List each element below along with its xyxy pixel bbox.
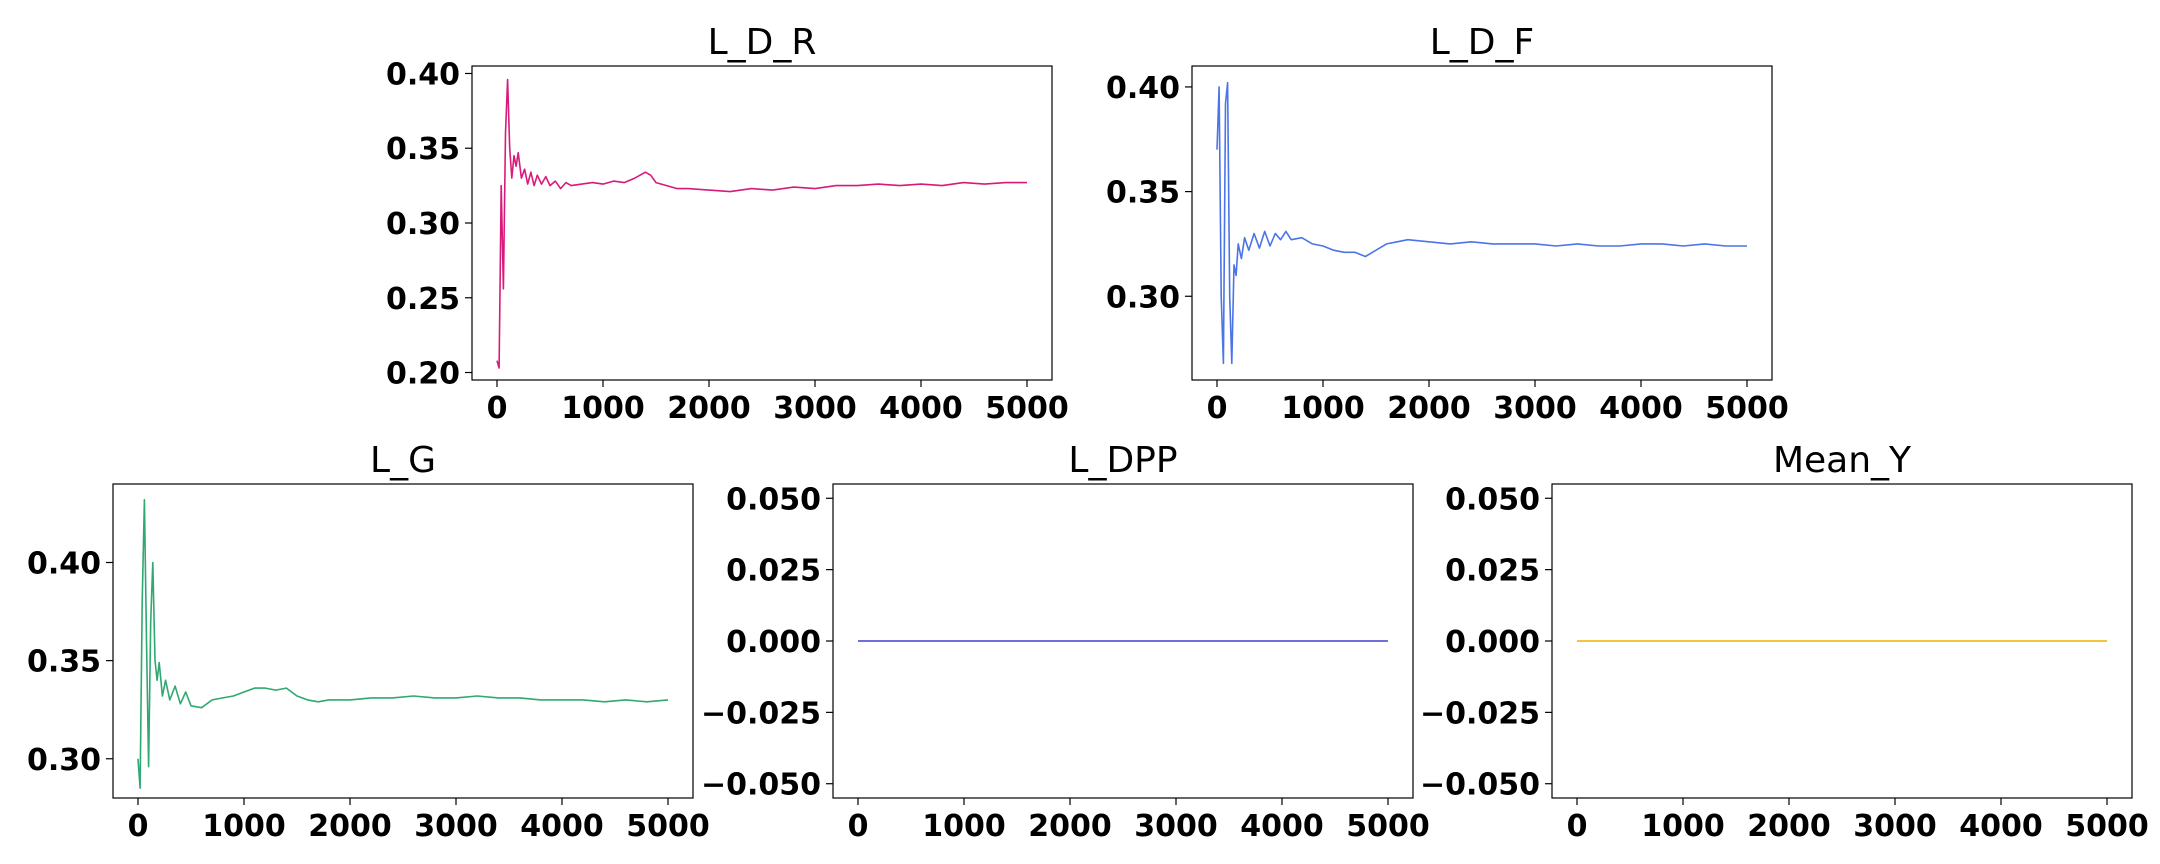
- y-tick-label: 0.000: [1445, 625, 1540, 660]
- x-tick-label: 5000: [1705, 391, 1789, 426]
- x-tick-label: 3000: [773, 391, 857, 426]
- x-tick-label: 4000: [1959, 809, 2043, 844]
- chart-3: L_G 0 1000 2000 3000 4000 5000 0.30 0.35 0.40: [27, 440, 710, 844]
- x-tick-label: 4000: [879, 391, 963, 426]
- y-tick-label: 0.25: [386, 282, 460, 317]
- y-tick-label: 0.40: [27, 547, 101, 582]
- x-tick-label: 4000: [520, 809, 604, 844]
- x-tick-label: 5000: [2065, 809, 2149, 844]
- x-tick-label: 3000: [1853, 809, 1937, 844]
- chart-title: Mean_Y: [1773, 440, 1912, 481]
- x-tick-label: 3000: [1493, 391, 1577, 426]
- y-tick-label: 0.025: [726, 554, 821, 589]
- y-tick-label: 0.40: [1106, 71, 1180, 106]
- y-tick-label: 0.000: [726, 625, 821, 660]
- y-tick-label: 0.30: [386, 207, 460, 242]
- chart-title: L_D_R: [708, 22, 817, 63]
- y-tick-label: 0.20: [386, 357, 460, 392]
- x-tick-label: 1000: [561, 391, 645, 426]
- y-tick-label: 0.35: [27, 645, 101, 680]
- x-tick-label: 0: [487, 391, 508, 426]
- x-tick-label: 3000: [414, 809, 498, 844]
- chart-title: L_DPP: [1068, 440, 1177, 481]
- y-tick-label: 0.025: [1445, 554, 1540, 589]
- chart-title: L_D_F: [1430, 22, 1534, 63]
- y-tick-label: 0.40: [386, 57, 460, 92]
- y-tick-label: −0.050: [701, 768, 821, 803]
- x-tick-label: 2000: [667, 391, 751, 426]
- x-tick-label: 5000: [626, 809, 710, 844]
- x-tick-label: 0: [1567, 809, 1588, 844]
- chart-title: L_G: [370, 440, 436, 481]
- chart-2: L_D_F 0 1000 2000 3000 4000 5000 0.30 0.35 0.40: [1106, 22, 1789, 426]
- x-tick-label: 2000: [1747, 809, 1831, 844]
- x-tick-label: 2000: [1028, 809, 1112, 844]
- chart-5: Mean_Y 0 1000 2000 3000 4000 5000 −0.050 −0.025 0…: [1420, 440, 2149, 844]
- y-tick-label: 0.35: [1106, 176, 1180, 211]
- x-tick-label: 2000: [1387, 391, 1471, 426]
- x-tick-label: 4000: [1240, 809, 1324, 844]
- series-line-1: [1216, 81, 1747, 365]
- x-tick-label: 3000: [1134, 809, 1218, 844]
- y-tick-label: 0.30: [1106, 280, 1180, 315]
- y-tick-label: 0.35: [386, 132, 460, 167]
- y-tick-label: 0.30: [27, 743, 101, 778]
- chart-4: L_DPP 0 1000 2000 3000 4000 5000 −0.050 −0.025 0.…: [701, 440, 1430, 844]
- y-tick-label: −0.025: [701, 696, 821, 731]
- y-tick-label: 0.050: [1445, 482, 1540, 517]
- plot-frame: [471, 65, 1053, 381]
- plot-frame: [112, 483, 694, 799]
- x-tick-label: 2000: [308, 809, 392, 844]
- series-line-1: [496, 78, 1027, 369]
- y-tick-label: −0.050: [1420, 768, 1540, 803]
- x-tick-label: 5000: [985, 391, 1069, 426]
- x-tick-label: 0: [1207, 391, 1228, 426]
- series-line-1: [137, 498, 669, 790]
- x-tick-label: 1000: [1641, 809, 1725, 844]
- x-tick-label: 1000: [202, 809, 286, 844]
- x-tick-label: 4000: [1599, 391, 1683, 426]
- x-tick-label: 0: [128, 809, 149, 844]
- plot-frame: [1191, 65, 1773, 381]
- x-tick-label: 1000: [922, 809, 1006, 844]
- x-tick-label: 1000: [1281, 391, 1365, 426]
- y-tick-label: −0.025: [1420, 696, 1540, 731]
- y-tick-label: 0.050: [726, 482, 821, 517]
- x-tick-label: 0: [848, 809, 869, 844]
- x-tick-label: 5000: [1346, 809, 1430, 844]
- chart-1: L_D_R 0 1000 2000 3000 4000 5000 0.20 0.25 0.30 0.…: [386, 22, 1069, 426]
